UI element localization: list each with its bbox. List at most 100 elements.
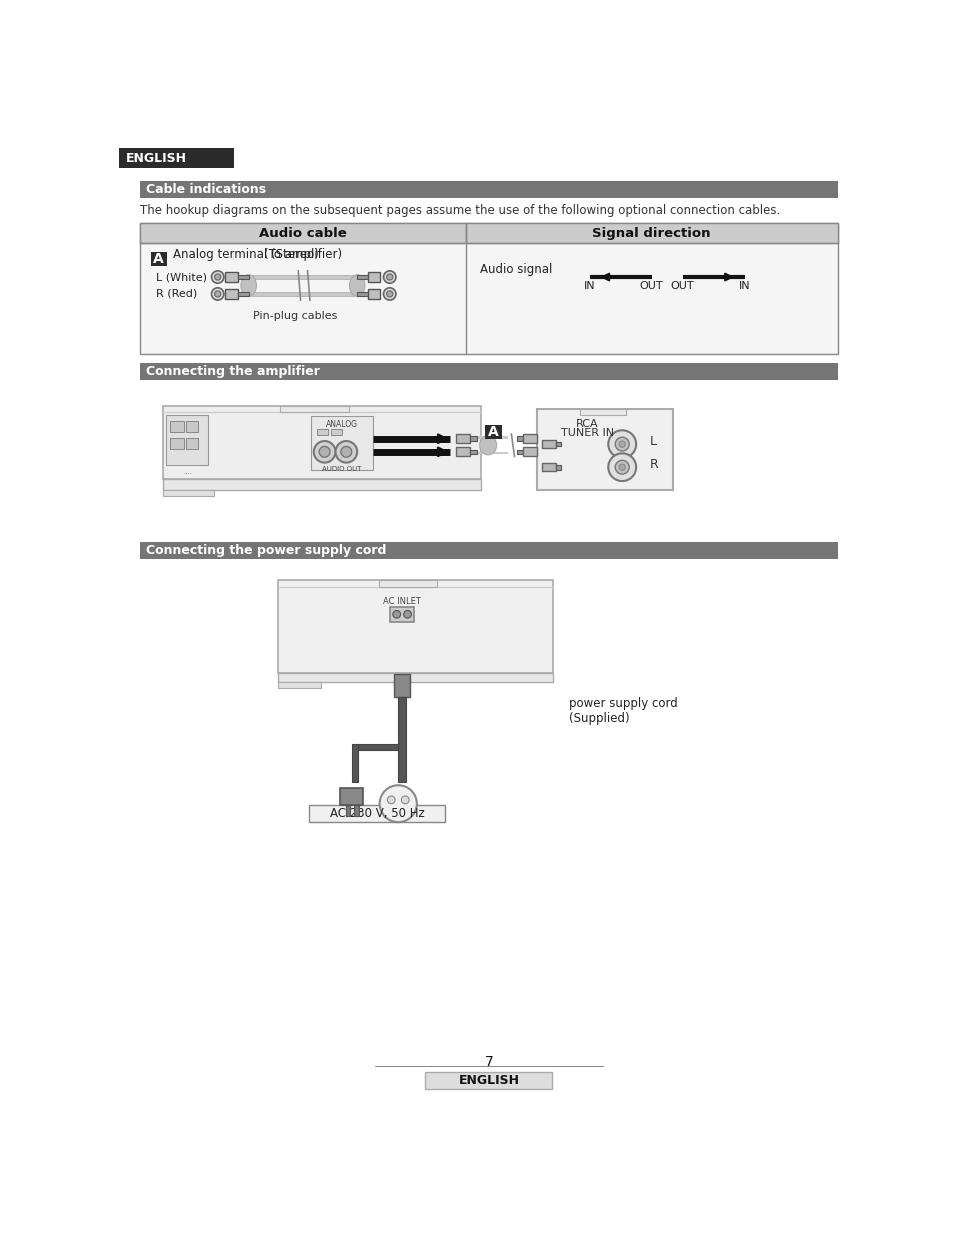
Bar xyxy=(163,490,213,496)
Bar xyxy=(356,292,368,296)
Bar xyxy=(484,424,501,439)
Bar xyxy=(140,181,837,198)
Bar xyxy=(340,788,363,805)
Bar xyxy=(186,421,198,432)
Circle shape xyxy=(214,291,220,297)
Text: TUNER IN: TUNER IN xyxy=(560,428,614,438)
Bar xyxy=(279,406,349,412)
Text: 7: 7 xyxy=(484,1055,493,1069)
Circle shape xyxy=(393,610,400,618)
Circle shape xyxy=(618,464,624,470)
Text: ENGLISH: ENGLISH xyxy=(458,1075,518,1087)
Bar xyxy=(311,417,373,470)
Bar xyxy=(237,292,249,296)
Text: ANALOG: ANALOG xyxy=(325,421,357,429)
Bar xyxy=(163,406,480,479)
Circle shape xyxy=(379,785,416,823)
Text: A: A xyxy=(488,424,498,439)
Circle shape xyxy=(401,797,409,804)
Bar xyxy=(225,288,237,299)
Text: OUT: OUT xyxy=(639,281,662,291)
Bar xyxy=(352,743,357,782)
Text: AC 230 V, 50 Hz: AC 230 V, 50 Hz xyxy=(330,808,424,820)
Bar xyxy=(316,429,328,435)
Bar xyxy=(394,674,410,698)
Text: Connecting the amplifier: Connecting the amplifier xyxy=(146,365,320,379)
Bar xyxy=(470,437,476,442)
Bar xyxy=(140,364,837,380)
Bar xyxy=(368,288,380,299)
Bar xyxy=(522,434,537,443)
Bar xyxy=(237,276,249,278)
Text: IN: IN xyxy=(583,281,595,291)
Bar xyxy=(119,148,233,168)
Bar xyxy=(278,682,320,688)
Text: ....: .... xyxy=(183,469,192,475)
Text: The hookup diagrams on the subsequent pages assume the use of the following opti: The hookup diagrams on the subsequent pa… xyxy=(140,204,780,216)
Text: IN: IN xyxy=(738,281,750,291)
Text: power supply cord
(Supplied): power supply cord (Supplied) xyxy=(568,698,677,725)
Text: Pin-plug cables: Pin-plug cables xyxy=(253,310,337,320)
Bar xyxy=(465,223,837,244)
Text: Analog terminal (Stereo): Analog terminal (Stereo) xyxy=(172,249,318,261)
Bar xyxy=(456,448,470,456)
Circle shape xyxy=(319,447,330,458)
Bar xyxy=(170,438,183,449)
Bar xyxy=(345,805,350,816)
Ellipse shape xyxy=(349,275,365,297)
Text: Cable indications: Cable indications xyxy=(146,183,266,195)
Bar xyxy=(555,465,560,470)
Bar xyxy=(140,542,837,559)
Bar xyxy=(397,698,406,782)
Circle shape xyxy=(340,447,352,458)
Text: AUDIO OUT: AUDIO OUT xyxy=(321,465,361,471)
Circle shape xyxy=(608,453,636,481)
Text: Connecting the power supply cord: Connecting the power supply cord xyxy=(146,544,386,557)
Circle shape xyxy=(214,273,220,280)
Bar xyxy=(355,743,397,750)
Bar xyxy=(517,437,522,442)
Text: Audio cable: Audio cable xyxy=(259,226,347,240)
Text: RCA: RCA xyxy=(576,418,598,429)
Bar xyxy=(368,272,380,282)
Circle shape xyxy=(335,442,356,463)
Circle shape xyxy=(383,288,395,301)
Circle shape xyxy=(618,442,624,448)
Circle shape xyxy=(212,271,224,283)
Circle shape xyxy=(403,610,411,618)
Bar xyxy=(151,252,167,266)
Bar xyxy=(225,272,237,282)
Circle shape xyxy=(314,442,335,463)
Bar xyxy=(170,421,183,432)
Bar xyxy=(249,275,356,280)
Bar xyxy=(456,434,470,443)
Text: Audio signal: Audio signal xyxy=(479,263,552,276)
Circle shape xyxy=(383,271,395,283)
Bar xyxy=(354,805,358,816)
Text: Signal direction: Signal direction xyxy=(592,226,710,240)
Bar xyxy=(470,449,476,454)
Bar xyxy=(378,580,436,586)
Bar xyxy=(476,437,507,439)
Bar xyxy=(331,429,341,435)
Bar xyxy=(166,414,208,465)
Circle shape xyxy=(615,460,629,474)
Circle shape xyxy=(387,797,395,804)
Circle shape xyxy=(615,437,629,452)
Circle shape xyxy=(386,291,393,297)
Bar xyxy=(140,223,465,244)
Bar xyxy=(579,409,625,414)
Text: R (Red): R (Red) xyxy=(155,289,196,299)
Bar xyxy=(278,673,553,682)
Bar xyxy=(186,438,198,449)
Text: OUT: OUT xyxy=(670,281,694,291)
Text: R: R xyxy=(649,459,658,471)
Bar xyxy=(309,805,444,823)
Bar xyxy=(249,292,356,297)
Bar xyxy=(476,452,507,454)
Bar xyxy=(425,1072,552,1090)
Circle shape xyxy=(608,430,636,458)
Bar xyxy=(278,580,553,673)
Circle shape xyxy=(212,288,224,301)
Text: L (White): L (White) xyxy=(155,272,207,282)
